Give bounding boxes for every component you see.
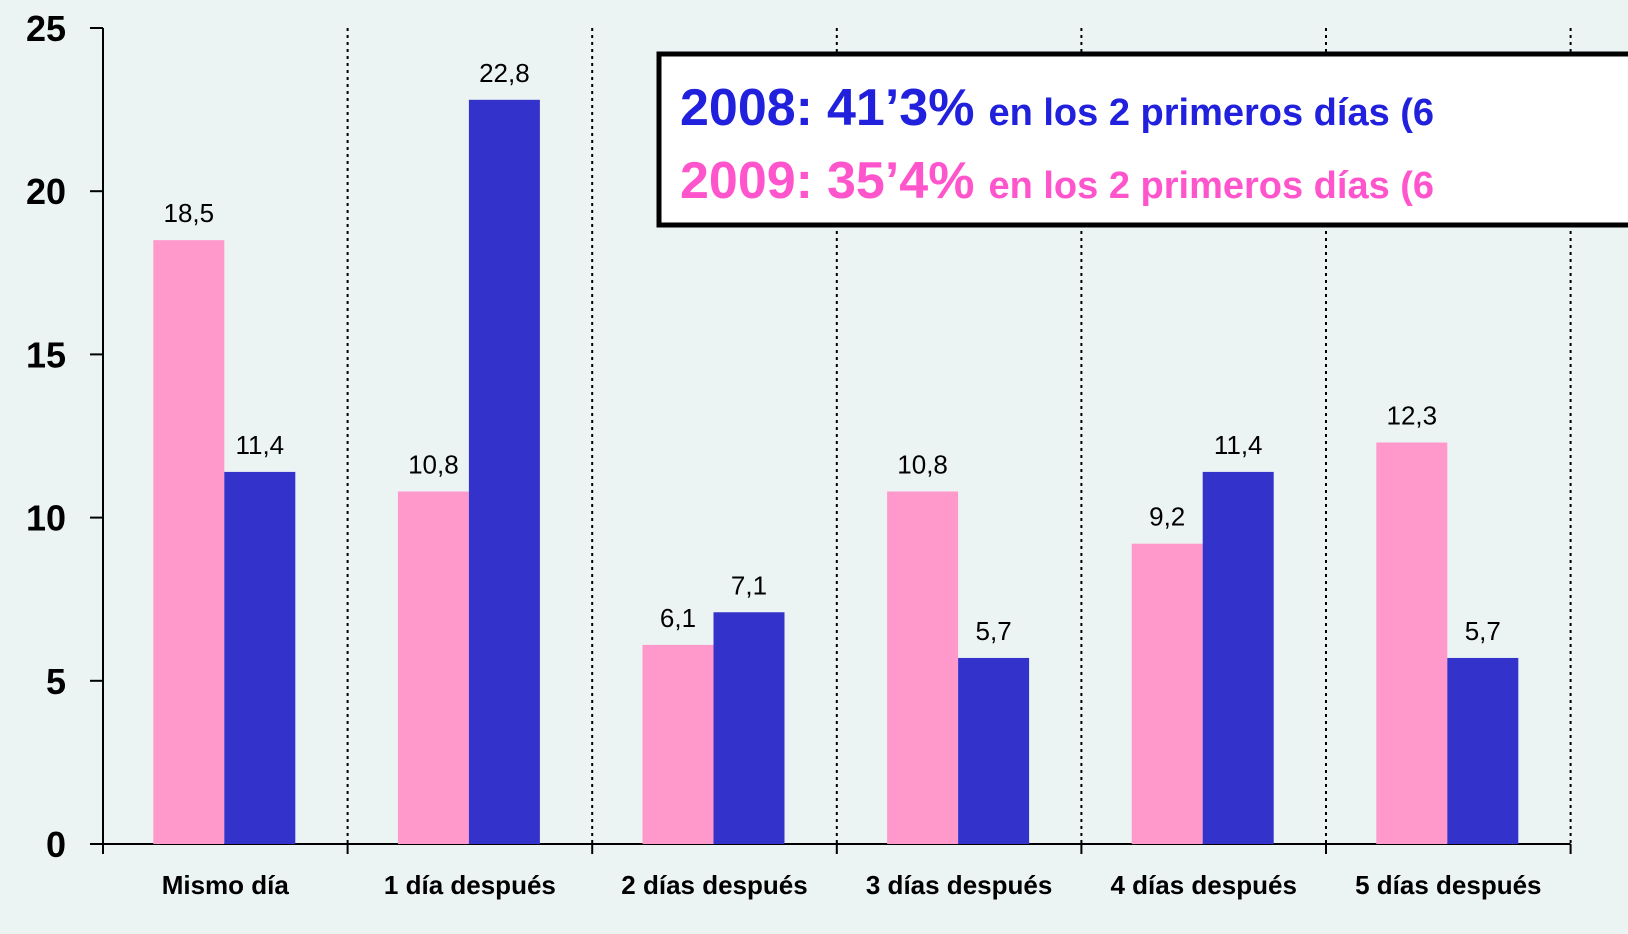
y-tick-label: 10 [26, 498, 66, 539]
annotation-value: 41’3% [827, 79, 974, 137]
value-label: 10,8 [408, 449, 459, 479]
annotation-text: en los 2 primeros días (6 [988, 165, 1434, 207]
x-tick-label: Mismo día [162, 870, 290, 900]
bar [468, 99, 540, 845]
y-tick-label: 25 [26, 8, 66, 49]
x-tick-label: 4 días después [1110, 870, 1296, 900]
value-label: 5,7 [1465, 616, 1501, 646]
annotation: 2009: 35’4% en los 2 primeros días (6 [680, 152, 1434, 210]
value-label: 12,3 [1386, 401, 1437, 431]
y-tick-label: 5 [46, 661, 66, 702]
annotation: 2008: 41’3% en los 2 primeros días (6 [680, 79, 1434, 137]
value-label: 9,2 [1149, 502, 1185, 532]
value-label: 5,7 [976, 616, 1012, 646]
bar [1202, 471, 1274, 844]
bar [397, 491, 469, 844]
value-label: 6,1 [660, 603, 696, 633]
bar [153, 240, 225, 844]
y-tick-label: 0 [46, 824, 66, 865]
bar [1447, 657, 1519, 844]
value-label: 11,4 [235, 430, 284, 460]
value-label: 11,4 [1214, 430, 1263, 460]
bar [887, 491, 959, 844]
value-label: 18,5 [163, 198, 214, 228]
x-tick-label: 1 día después [384, 870, 556, 900]
annotation-box [656, 51, 1628, 228]
bar [642, 644, 714, 844]
annotation-value: 35’4% [827, 152, 974, 210]
y-tick-label: 20 [26, 171, 66, 212]
bar [1131, 543, 1203, 844]
y-tick-label: 15 [26, 334, 66, 375]
x-tick-label: 2 días después [621, 870, 807, 900]
bar [1376, 442, 1448, 844]
annotation-text: en los 2 primeros días (6 [988, 92, 1434, 134]
annotation-year: 2009: [680, 152, 813, 210]
value-label: 7,1 [731, 570, 767, 600]
value-label: 22,8 [479, 58, 530, 88]
bar [224, 471, 296, 844]
x-tick-label: 3 días después [866, 870, 1052, 900]
value-label: 10,8 [897, 449, 948, 479]
bar [958, 657, 1030, 844]
annotation-year: 2008: [680, 79, 813, 137]
bar [713, 612, 785, 844]
x-tick-label: 5 días después [1355, 870, 1541, 900]
